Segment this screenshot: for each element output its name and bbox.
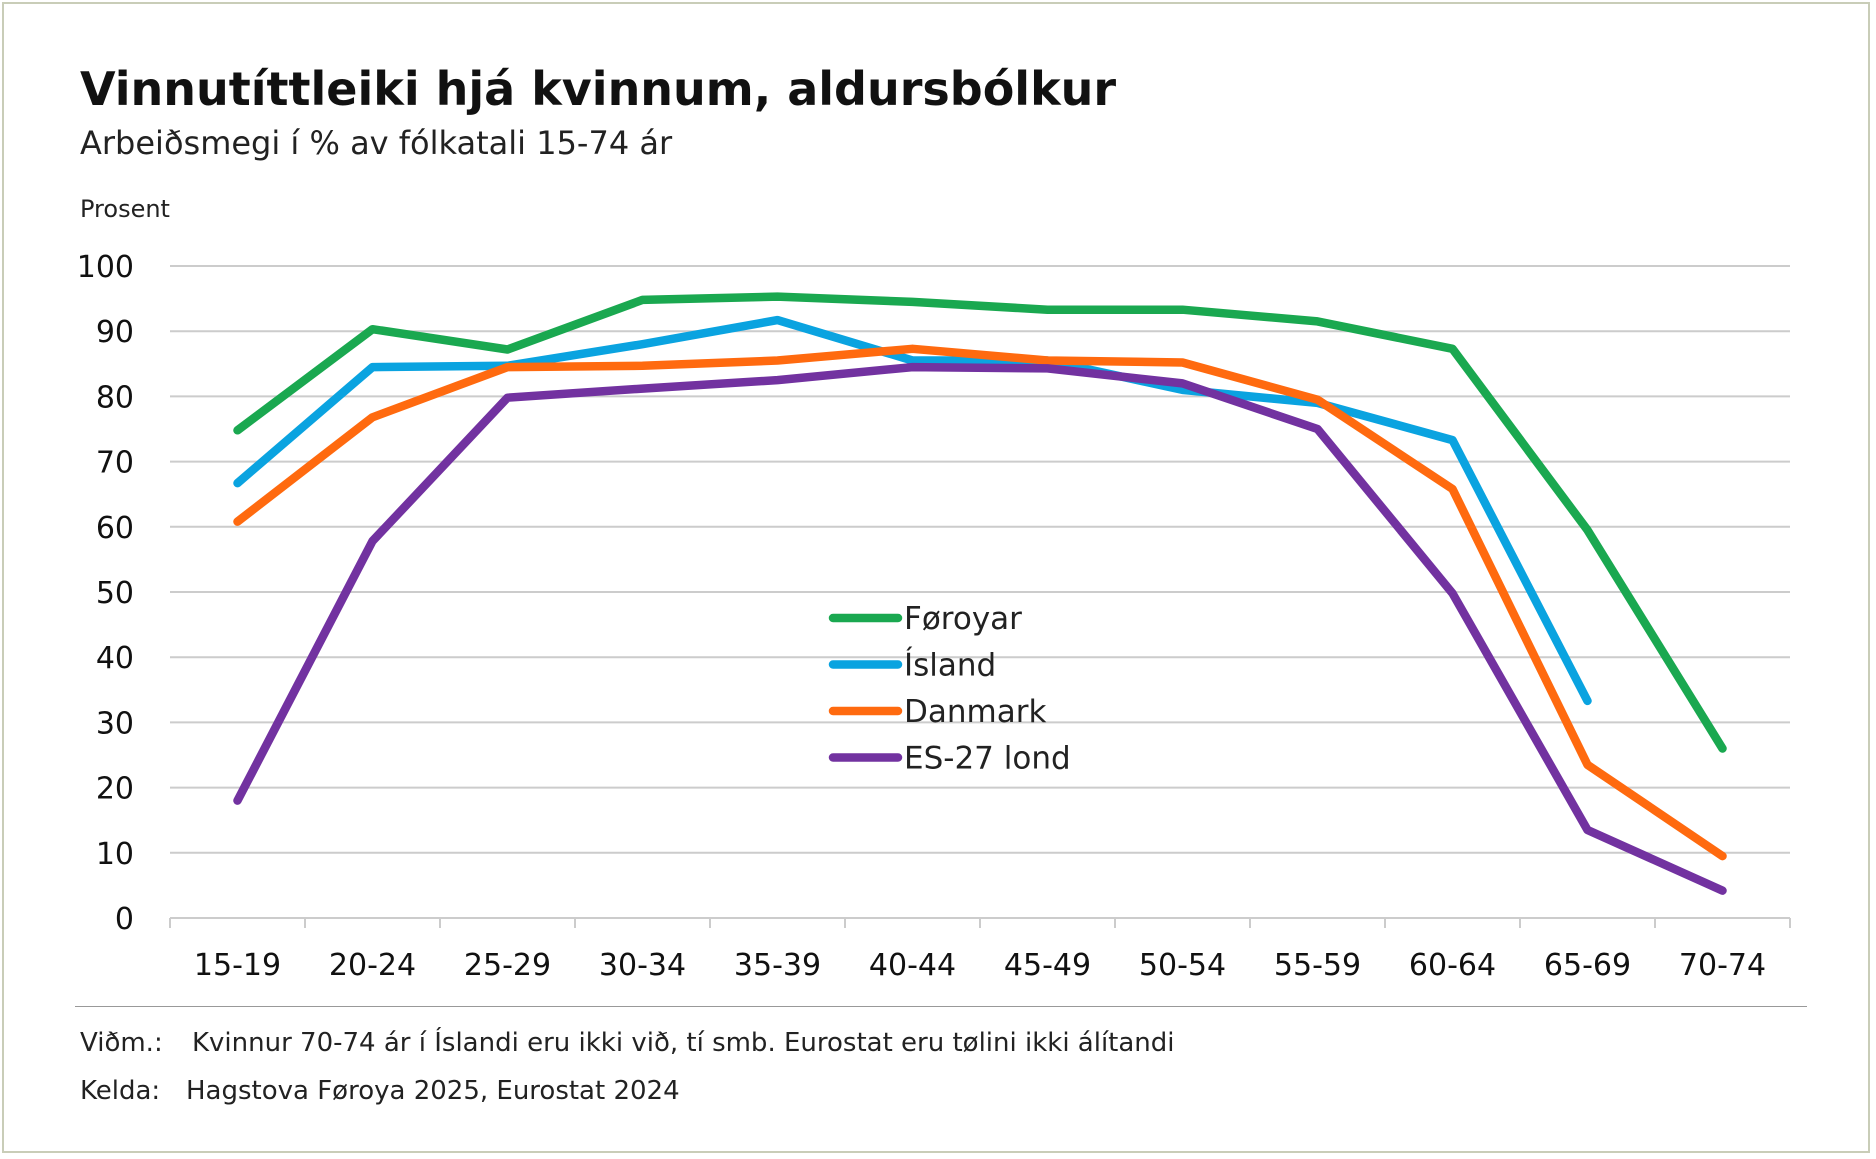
x-tick-label: 50-54	[1139, 948, 1226, 983]
legend: Føroyar Ísland Danmark ES-27 lond	[828, 601, 1071, 777]
note-text: Kvinnur 70-74 ár í Íslandi eru ikki við,…	[192, 1028, 1175, 1058]
x-tick-label: 65-69	[1544, 948, 1631, 983]
y-tick-label: 40	[96, 641, 134, 676]
x-tick-label: 15-19	[194, 948, 281, 983]
y-tick-label: 100	[77, 250, 134, 285]
legend-label: ES-27 lond	[904, 741, 1071, 777]
x-tick-label: 40-44	[869, 948, 956, 983]
legend-label: Danmark	[904, 694, 1046, 730]
series-line-danmark	[233, 344, 1727, 861]
chart-title: Vinnutíttleiki hjá kvinnum, aldursbólkur	[80, 62, 1117, 116]
y-axis-label: Prosent	[80, 195, 170, 223]
y-tick-label: 60	[96, 511, 134, 546]
source-label: Kelda:	[80, 1076, 161, 1106]
y-tick-label: 10	[96, 837, 134, 872]
x-tick-label: 45-49	[1004, 948, 1091, 983]
x-tick-label: 30-34	[599, 948, 686, 983]
series-line--sland	[233, 315, 1592, 706]
x-tick-label: 20-24	[329, 948, 416, 983]
series-line-es-27-lond	[233, 362, 1727, 895]
y-tick-label: 20	[96, 772, 134, 807]
y-tick-label: 80	[96, 380, 134, 415]
legend-label: Ísland	[904, 648, 996, 684]
y-tick-label: 70	[96, 446, 134, 481]
series-line-f-royar	[233, 292, 1727, 753]
x-tick-label: 35-39	[734, 948, 821, 983]
y-tick-label: 50	[96, 576, 134, 611]
y-tick-labels: 0 10 20 30 40 50 60 70 80 90 100	[77, 250, 134, 937]
source-text: Hagstova Føroya 2025, Eurostat 2024	[186, 1076, 680, 1106]
x-tick-labels: 15-19 20-24 25-29 30-34 35-39 40-44 45-49 50-54…	[194, 948, 1766, 983]
y-tick-label: 90	[96, 315, 134, 350]
x-tick-label: 60-64	[1409, 948, 1496, 983]
y-tick-label: 0	[115, 902, 134, 937]
series-lines	[233, 292, 1727, 895]
axes	[169, 917, 1791, 928]
x-tick-label: 55-59	[1274, 948, 1361, 983]
note-label: Viðm.:	[80, 1028, 163, 1058]
x-tick-label: 70-74	[1679, 948, 1766, 983]
chart-subtitle: Arbeiðsmegi í % av fólkatali 15-74 ár	[80, 124, 673, 162]
footer-divider	[75, 1006, 1807, 1007]
x-tick-label: 25-29	[464, 948, 551, 983]
legend-label: Føroyar	[904, 601, 1022, 637]
y-tick-label: 30	[96, 706, 134, 741]
